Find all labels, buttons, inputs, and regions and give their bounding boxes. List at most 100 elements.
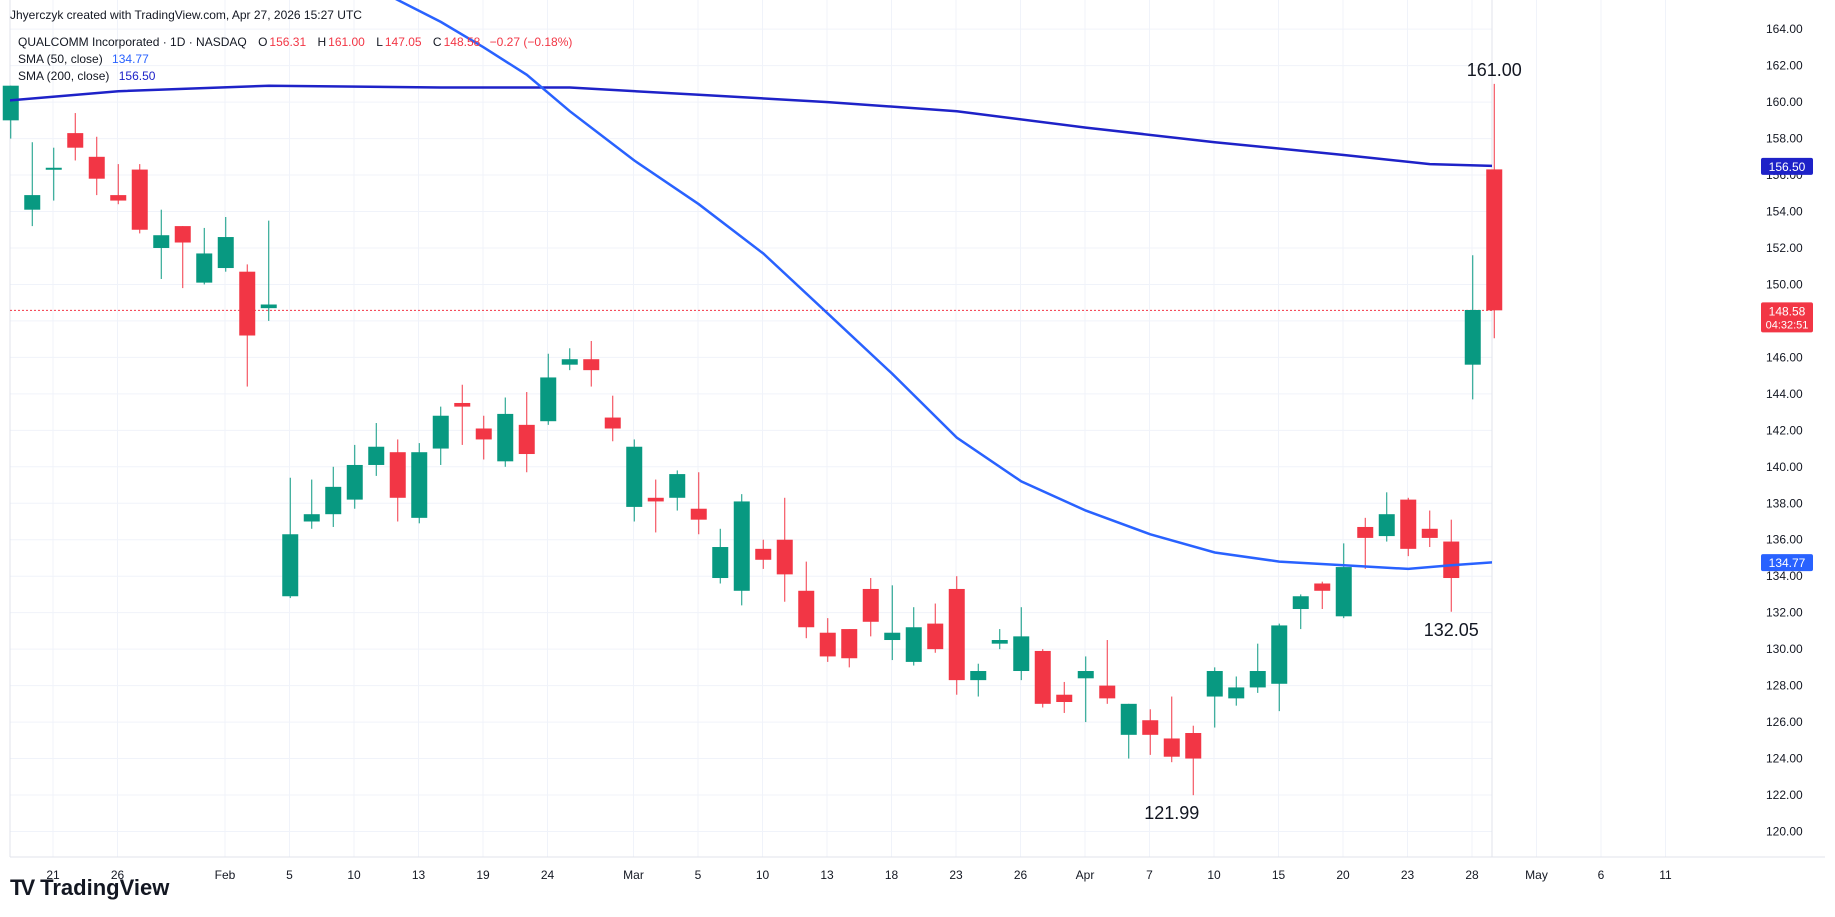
- price-badge-label: 134.77: [1769, 556, 1806, 570]
- x-tick-label: 7: [1146, 868, 1153, 882]
- candle-down: [518, 424, 535, 455]
- y-tick-label: 128.00: [1766, 679, 1803, 693]
- candle-down: [1163, 738, 1180, 757]
- x-tick-label: 5: [695, 868, 702, 882]
- price-annotation: 132.05: [1424, 620, 1479, 640]
- candle-up: [368, 446, 385, 465]
- candle-up: [1271, 625, 1288, 684]
- candle-down: [1034, 650, 1051, 704]
- ohlc-high: H 161.00: [317, 35, 365, 49]
- y-tick-label: 152.00: [1766, 241, 1803, 255]
- price-badge: [1761, 157, 1813, 175]
- candle-up: [669, 474, 686, 498]
- x-tick-label: May: [1525, 868, 1548, 882]
- x-tick-label: 10: [756, 868, 770, 882]
- tradingview-brand[interactable]: TV TradingView: [10, 875, 169, 901]
- candle-up: [217, 237, 234, 269]
- brand-name: TradingView: [40, 875, 170, 900]
- candle-up: [1206, 671, 1223, 697]
- ohlc-open: O 156.31: [258, 35, 307, 49]
- candle-up: [884, 632, 901, 641]
- candle-up: [432, 415, 449, 449]
- candle-up: [2, 85, 19, 121]
- candle-up: [1077, 671, 1094, 679]
- candle-down: [1185, 733, 1202, 759]
- candle-up: [561, 359, 578, 365]
- candle-up: [346, 464, 363, 500]
- candle-up: [497, 413, 514, 462]
- sma200-value: 156.50: [118, 69, 156, 83]
- price-change: −0.27 (−0.18%): [489, 35, 573, 49]
- candle-up: [540, 377, 557, 422]
- x-tick-label: 18: [885, 868, 899, 882]
- sma200-legend[interactable]: SMA (200, close) 156.50: [18, 69, 155, 83]
- symbol-legend[interactable]: QUALCOMM Incorporated · 1D · NASDAQ O 156…: [18, 35, 572, 49]
- price-annotation: 161.00: [1467, 60, 1522, 80]
- candle-down: [389, 452, 406, 498]
- y-tick-label: 134.00: [1766, 569, 1803, 583]
- candle-up: [712, 547, 729, 579]
- x-tick-label: Apr: [1076, 868, 1095, 882]
- price-badge: [1761, 302, 1813, 333]
- sma50-legend[interactable]: SMA (50, close) 134.77: [18, 52, 149, 66]
- candle-down: [583, 359, 600, 371]
- candle-down: [647, 497, 664, 502]
- candle-up: [411, 452, 428, 518]
- candle-down: [755, 548, 772, 560]
- candle-down: [454, 402, 471, 407]
- candle-down: [88, 156, 105, 179]
- candle-up: [905, 627, 922, 662]
- candle-up: [1464, 309, 1481, 365]
- x-tick-label: Feb: [215, 868, 236, 882]
- candle-up: [153, 235, 170, 248]
- attribution-text: Jhyerczyk created with TradingView.com, …: [10, 8, 362, 22]
- y-tick-label: 150.00: [1766, 277, 1803, 291]
- x-tick-label: 6: [1598, 868, 1605, 882]
- x-tick-label: 13: [412, 868, 426, 882]
- y-tick-label: 130.00: [1766, 642, 1803, 656]
- price-badge-label: 156.50: [1769, 160, 1806, 174]
- tradingview-logo-icon: TV: [10, 875, 35, 900]
- x-tick-label: 10: [347, 868, 361, 882]
- candle-up: [325, 486, 342, 515]
- x-tick-label: 23: [949, 868, 963, 882]
- candle-down: [67, 133, 84, 148]
- candle-down: [1099, 685, 1116, 699]
- x-tick-label: 19: [476, 868, 490, 882]
- sma200-label: SMA (200, close): [18, 69, 110, 83]
- candle-up: [45, 167, 62, 170]
- candle-down: [1314, 583, 1331, 591]
- candle-up: [24, 195, 41, 210]
- sma200-line: [10, 84, 1492, 168]
- y-tick-label: 142.00: [1766, 423, 1803, 437]
- x-tick-label: 10: [1207, 868, 1221, 882]
- candle-up: [1120, 703, 1137, 735]
- y-tick-label: 138.00: [1766, 496, 1803, 510]
- candle-down: [1443, 541, 1460, 579]
- candle-up: [1013, 636, 1030, 672]
- candle-down: [798, 590, 815, 628]
- candle-down: [690, 508, 707, 520]
- candle-up: [991, 640, 1008, 644]
- candle-down: [131, 169, 148, 230]
- candle-up: [733, 501, 750, 591]
- candle-up: [282, 534, 299, 597]
- candle-down: [927, 623, 944, 650]
- x-tick-label: 5: [286, 868, 293, 882]
- candle-down: [174, 226, 191, 243]
- y-tick-label: 154.00: [1766, 205, 1803, 219]
- x-tick-label: 24: [541, 868, 555, 882]
- sma50-value: 134.77: [112, 52, 149, 66]
- y-tick-label: 144.00: [1766, 387, 1803, 401]
- candle-down: [948, 588, 965, 681]
- candle-up: [1292, 596, 1309, 610]
- candle-down: [841, 629, 858, 659]
- candle-down: [1421, 528, 1438, 538]
- candle-down: [862, 588, 879, 622]
- ohlc-close: C 148.58: [432, 35, 481, 49]
- y-tick-label: 140.00: [1766, 460, 1803, 474]
- y-tick-label: 124.00: [1766, 752, 1803, 766]
- x-tick-label: 21: [46, 868, 60, 882]
- x-tick-label: 13: [820, 868, 834, 882]
